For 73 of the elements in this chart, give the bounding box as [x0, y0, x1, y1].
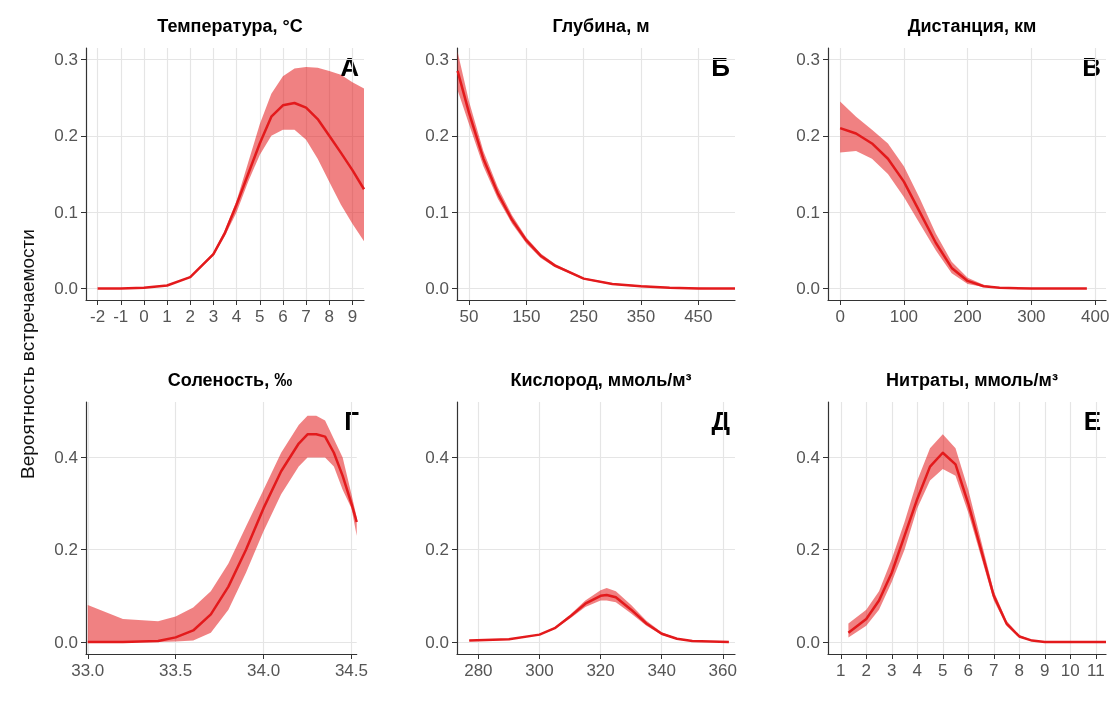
x-tick-label: 7: [301, 307, 311, 326]
x-tick-label: 50: [459, 307, 479, 326]
y-tick-label: 0.2: [54, 540, 78, 560]
y-tick-label: 0.1: [425, 202, 449, 222]
x-tick-label: 2: [185, 307, 195, 326]
x-tick-label: 320: [586, 661, 615, 680]
y-tick-label: 0.0: [425, 632, 449, 652]
annotation: Г: [344, 406, 360, 436]
y-tick-label: 0.0: [796, 632, 820, 652]
x-tick-label: 10: [1060, 661, 1080, 680]
x-tick-label: 300: [1017, 307, 1046, 326]
y-tick-label: 0.2: [425, 540, 449, 560]
chart-title: Температура, °C: [157, 16, 303, 36]
x-tick-label: 400: [1080, 307, 1110, 326]
chart-title: Кислород, ммоль/м³: [510, 370, 692, 390]
y-tick-label: 0.2: [796, 126, 820, 146]
chart-title: Нитраты, ммоль/м³: [886, 370, 1058, 390]
x-tick-label: 360: [708, 661, 737, 680]
x-tick-label: 6: [278, 307, 288, 326]
x-tick-label: 300: [525, 661, 554, 680]
chart-title: Соленость, ‰: [167, 370, 293, 390]
y-tick-label: 0.2: [796, 540, 820, 560]
x-tick-label: -2: [90, 307, 106, 326]
x-tick-label: 8: [324, 307, 334, 326]
x-tick-label: 340: [647, 661, 676, 680]
y-tick-label: 0.0: [796, 279, 820, 299]
y-tick-label: 0.3: [425, 49, 449, 69]
y-tick-label: 0.3: [54, 49, 78, 69]
x-tick-label: 0: [139, 307, 149, 326]
x-tick-label: 8: [1014, 661, 1025, 680]
x-tick-label: -1: [113, 307, 129, 326]
x-tick-label: 1: [836, 661, 846, 680]
x-tick-label: 450: [684, 307, 713, 326]
y-tick-label: 0.2: [425, 126, 449, 146]
y-tick-label: 0.1: [796, 202, 820, 222]
y-tick-label: 0.0: [54, 279, 78, 299]
x-tick-label: 350: [626, 307, 656, 326]
chart-title: Дистанция, км: [907, 16, 1037, 36]
x-tick-label: 33.0: [71, 661, 105, 680]
y-tick-label: 0.1: [54, 202, 78, 222]
x-tick-label: 9: [1040, 661, 1050, 680]
y-tick-label: 0.4: [425, 447, 449, 467]
x-tick-label: 6: [963, 661, 974, 680]
x-tick-label: 4: [231, 307, 242, 326]
annotation: Д: [711, 406, 731, 436]
y-tick-label: 0.4: [796, 447, 820, 467]
x-tick-label: 280: [464, 661, 493, 680]
x-tick-label: 11: [1086, 661, 1105, 680]
x-tick-label: 150: [512, 307, 541, 326]
y-axis-title: Вероятность встречаемости: [17, 229, 39, 479]
x-tick-label: 0: [835, 307, 845, 326]
x-tick-label: 4: [912, 661, 922, 680]
y-tick-label: 0.0: [54, 632, 78, 652]
y-tick-label: 0.4: [54, 447, 78, 467]
chart-title: Глубина, м: [552, 16, 650, 36]
x-tick-label: 3: [208, 307, 219, 326]
line-series: [96, 101, 366, 290]
y-tick-label: 0.0: [425, 279, 449, 299]
x-tick-label: 100: [889, 307, 919, 326]
x-tick-label: 200: [953, 307, 982, 326]
x-tick-label: 5: [255, 307, 265, 326]
y-tick-label: 0.3: [796, 49, 820, 69]
x-tick-label: 7: [989, 661, 999, 680]
x-tick-label: 250: [569, 307, 598, 326]
y-tick-label: 0.2: [54, 126, 78, 146]
x-tick-label: 33.5: [159, 661, 193, 680]
x-tick-label: 34.0: [247, 661, 281, 680]
x-tick-label: 9: [347, 307, 358, 326]
x-tick-label: 1: [162, 307, 172, 326]
x-tick-label: 34.5: [334, 661, 368, 680]
x-tick-label: 3: [887, 661, 897, 680]
x-tick-label: 5: [938, 661, 948, 680]
x-tick-label: 2: [861, 661, 871, 680]
